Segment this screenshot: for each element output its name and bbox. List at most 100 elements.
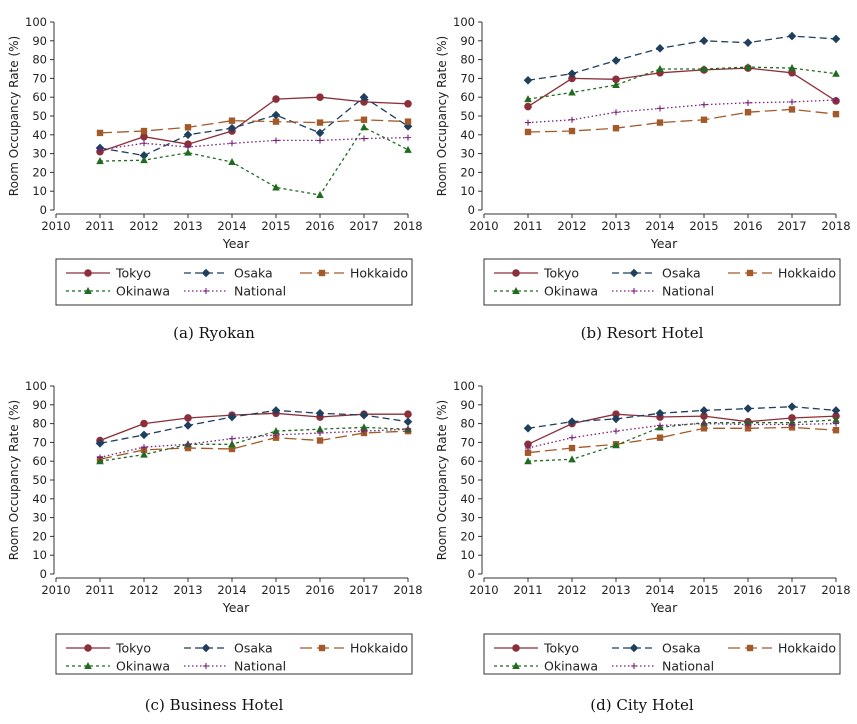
y-tick-label: 100 [25, 15, 47, 29]
legend-item-national: National [612, 659, 714, 674]
y-tick-label: 10 [460, 184, 475, 198]
y-tick-label: 80 [32, 417, 47, 431]
data-point-tokyo [316, 93, 324, 101]
caption-ryokan: (a) Ryokan [173, 324, 255, 342]
data-point-osaka [139, 151, 149, 160]
series-line-hokkaido [527, 108, 837, 133]
data-point-national [701, 420, 707, 427]
x-tick-label: 2012 [557, 219, 586, 233]
legend-label: Hokkaido [778, 641, 836, 656]
legend: Tokyo Osaka Hokkaido Okinawa National [483, 258, 841, 306]
y-tick-label: 90 [460, 34, 475, 48]
x-tick-label: 2011 [85, 583, 114, 597]
series-okinawa [96, 123, 412, 198]
chart-business-hotel: 0 10 20 30 40 50 60 70 80 90 100 2010 2011 2012 2013 20… [7, 379, 423, 675]
y-tick-label: 60 [460, 454, 475, 468]
x-axis-title: Year [650, 236, 678, 251]
data-point-hokkaido [228, 445, 236, 453]
y-tick-label: 40 [32, 128, 47, 142]
x-tick-label: 2014 [217, 583, 246, 597]
data-point-hokkaido [832, 110, 840, 118]
x-tick-label: 2016 [733, 583, 762, 597]
data-point-national [657, 422, 663, 429]
y-tick-label: 70 [460, 71, 475, 85]
data-point-tokyo [184, 414, 192, 422]
data-point-national [569, 116, 575, 123]
x-tick-label: 2012 [129, 583, 158, 597]
data-point-hokkaido [316, 437, 324, 444]
data-point-tokyo [404, 410, 412, 419]
data-point-hokkaido [360, 116, 368, 123]
series-line-osaka [527, 35, 837, 81]
x-tick-label: 2010 [41, 219, 70, 233]
data-point-hokkaido [788, 106, 796, 113]
y-axis-title: Room Occupancy Rate (%) [435, 400, 449, 560]
series-line-osaka [527, 406, 837, 429]
y-tick-label: 60 [32, 454, 47, 468]
axes: 0 10 20 30 40 50 60 70 80 90 100 2010 2011 2012 2013 20… [435, 15, 851, 251]
legend-label: Hokkaido [350, 266, 408, 281]
y-tick-label: 0 [468, 567, 475, 581]
x-tick-label: 2011 [513, 583, 542, 597]
data-point-hokkaido [612, 125, 620, 132]
legend: Tokyo Osaka Hokkaido Okinawa National [55, 633, 413, 675]
legend-box [483, 258, 841, 306]
x-tick-label: 2013 [173, 219, 202, 233]
legend-item-hokkaido: Hokkaido [300, 641, 408, 656]
data-point-hokkaido [744, 109, 752, 116]
data-point-hokkaido [832, 426, 840, 434]
data-point-okinawa [228, 440, 236, 448]
data-point-osaka [359, 92, 369, 102]
x-tick-label: 2018 [393, 219, 422, 233]
data-point-national [229, 435, 235, 442]
data-point-tokyo [404, 99, 412, 108]
data-point-national [657, 105, 663, 112]
data-point-national [613, 428, 619, 435]
y-tick-label: 30 [460, 511, 475, 525]
legend-item-okinawa: Okinawa [66, 284, 170, 299]
series-okinawa [96, 423, 412, 465]
x-tick-label: 2016 [733, 219, 762, 233]
legend-label: Hokkaido [350, 641, 408, 656]
data-point-national [361, 428, 367, 435]
data-point-osaka [743, 38, 753, 47]
y-tick-label: 20 [460, 529, 475, 543]
legend-label: National [234, 659, 286, 674]
legend-marker-tokyo [512, 269, 520, 277]
x-tick-label: 2010 [41, 583, 70, 597]
legend-label: Osaka [662, 266, 701, 281]
y-tick-label: 40 [32, 492, 47, 506]
legend-label: Okinawa [116, 659, 170, 674]
data-point-osaka [523, 75, 533, 85]
data-point-okinawa [360, 123, 368, 131]
chart-city-hotel: 0 10 20 30 40 50 60 70 80 90 100 2010 2011 2012 2013 20… [435, 379, 851, 675]
y-axis-title: Room Occupancy Rate (%) [435, 36, 449, 196]
y-tick-label: 50 [460, 109, 475, 123]
x-tick-label: 2017 [349, 219, 378, 233]
legend-marker-tokyo [84, 269, 92, 277]
x-tick-label: 2017 [777, 583, 806, 597]
series-okinawa [524, 63, 840, 103]
legend-label: National [234, 284, 286, 299]
y-tick-label: 70 [32, 435, 47, 449]
data-point-okinawa [832, 415, 840, 423]
series-national [97, 134, 411, 153]
data-point-osaka [271, 110, 281, 120]
data-point-hokkaido [744, 425, 752, 432]
y-tick-label: 50 [460, 473, 475, 487]
data-point-national [141, 140, 147, 147]
data-point-okinawa [272, 427, 280, 435]
legend-marker-hokkaido [746, 269, 754, 277]
legend-marker-national [631, 663, 637, 669]
legend-item-tokyo: Tokyo [66, 266, 151, 281]
x-tick-label: 2018 [821, 219, 850, 233]
data-point-hokkaido [404, 118, 412, 125]
x-tick-label: 2014 [645, 219, 674, 233]
data-point-hokkaido [656, 119, 664, 126]
legend-marker-national [631, 288, 637, 294]
data-point-okinawa [568, 455, 576, 463]
x-tick-label: 2013 [601, 219, 630, 233]
data-point-tokyo [272, 95, 280, 103]
chart-ryokan: 0 10 20 30 40 50 60 70 80 90 100 2010 2011 2012 2013 20… [7, 15, 423, 306]
series-line-tokyo [99, 96, 409, 153]
